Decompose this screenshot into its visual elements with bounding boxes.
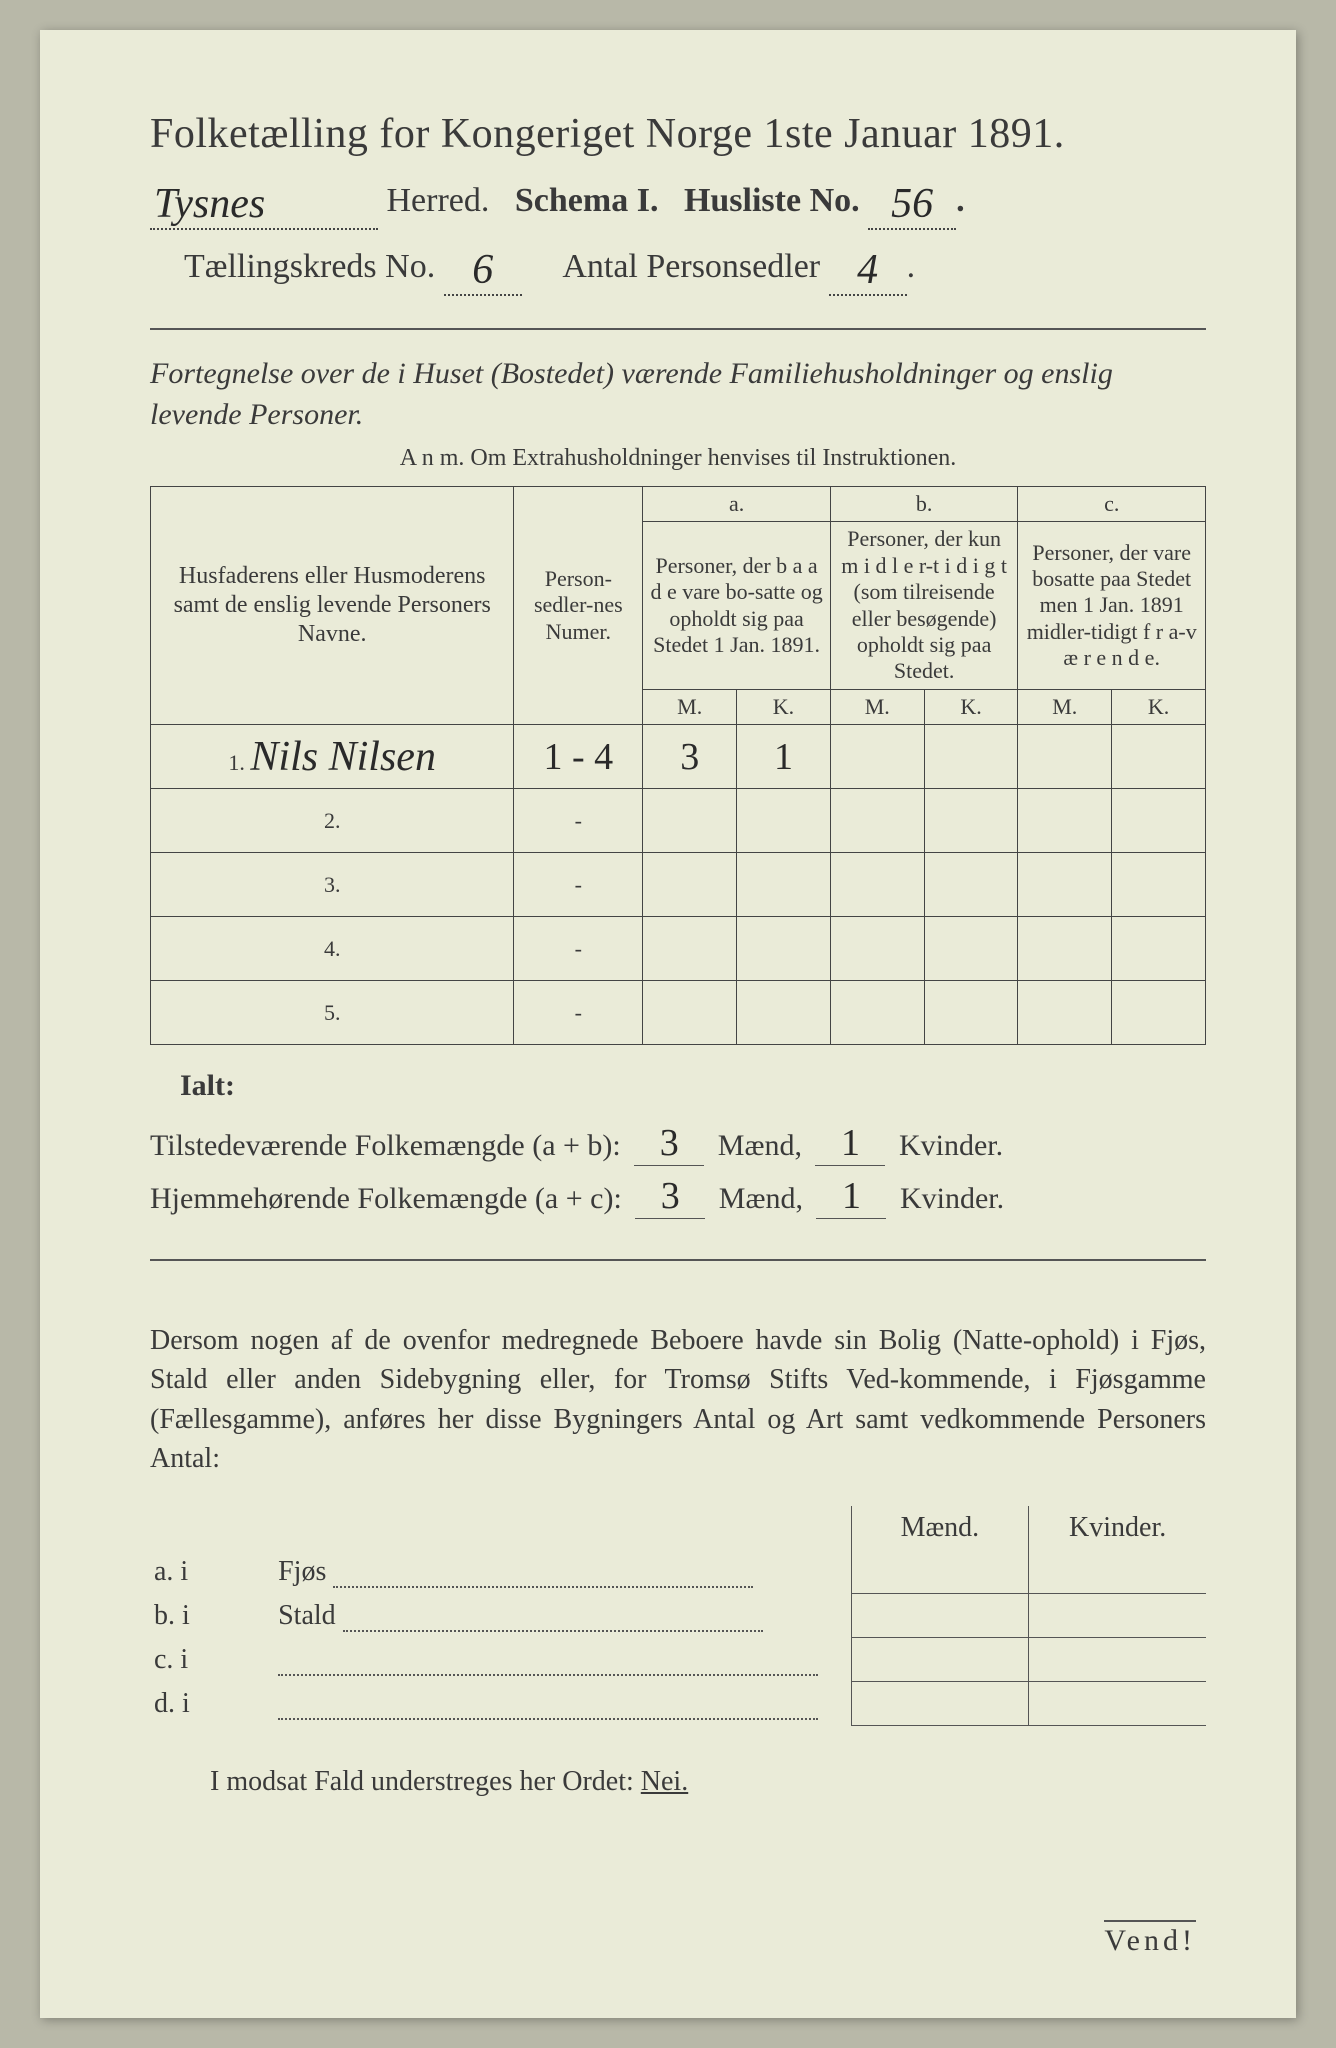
row-num: 3. — [324, 872, 341, 897]
divider — [150, 328, 1206, 330]
th-c-tag: c. — [1018, 487, 1206, 522]
kreds-label: Tællingskreds No. — [184, 248, 435, 285]
th-c-m: M. — [1018, 689, 1112, 724]
sum1-k: 1 — [815, 1121, 885, 1166]
bt-maend: Mænd. — [851, 1506, 1029, 1550]
cell: - — [514, 981, 643, 1045]
sum-line-1: Tilstedeværende Folkemængde (a + b): 3 M… — [150, 1121, 1206, 1166]
cell: - — [514, 917, 643, 981]
nei-line: I modsat Fald understreges her Ordet: Ne… — [210, 1766, 1206, 1798]
th-b-tag: b. — [830, 487, 1018, 522]
dots-icon — [333, 1558, 753, 1588]
building-table: Mænd. Kvinder. a. i Fjøs b. i Stald c. i… — [150, 1506, 1206, 1727]
th-b-m: M. — [830, 689, 924, 724]
th-name: Husfaderens eller Husmoderens samt de en… — [151, 487, 514, 725]
header-line-3: Tællingskreds No. 6 Antal Personsedler 4… — [150, 246, 1206, 296]
table-row: 2. - — [151, 789, 1206, 853]
cell: 1 — [774, 736, 793, 778]
bt-row: a. i Fjøs — [150, 1550, 1206, 1594]
th-a: Personer, der b a a d e vare bo-satte og… — [643, 522, 831, 689]
census-table: Husfaderens eller Husmoderens samt de en… — [150, 486, 1206, 1045]
bt-tag: b. i — [150, 1594, 274, 1638]
bt-row: b. i Stald — [150, 1594, 1206, 1638]
note-paragraph: Dersom nogen af de ovenfor medregnede Be… — [150, 1321, 1206, 1478]
census-form-page: Folketælling for Kongeriget Norge 1ste J… — [40, 30, 1296, 2018]
sum1-kvinder: Kvinder. — [899, 1129, 1003, 1162]
sum2-kvinder: Kvinder. — [900, 1182, 1004, 1215]
husliste-label: Husliste No. — [684, 182, 860, 219]
th-a-tag: a. — [643, 487, 831, 522]
sum2-maend: Mænd, — [719, 1182, 803, 1215]
th-c-k: K. — [1112, 689, 1206, 724]
table-row: 3. - — [151, 853, 1206, 917]
th-num: Person-sedler-nes Numer. — [514, 487, 643, 725]
sum1-m: 3 — [634, 1121, 704, 1166]
dots-icon — [343, 1602, 763, 1632]
cell: - — [514, 853, 643, 917]
cell: 1 - 4 — [544, 736, 614, 778]
kreds-value: 6 — [444, 246, 522, 296]
row-num: 5. — [324, 1000, 341, 1025]
th-b-k: K. — [924, 689, 1018, 724]
sum-line-2: Hjemmehørende Folkemængde (a + c): 3 Mæn… — [150, 1174, 1206, 1219]
sum2-m: 3 — [635, 1174, 705, 1219]
herred-label: Herred. — [387, 182, 490, 219]
bt-kvinder: Kvinder. — [1029, 1506, 1206, 1550]
dots-icon — [278, 1646, 818, 1676]
antal-value: 4 — [829, 246, 907, 296]
row-num: 1. — [228, 750, 245, 775]
bt-label: Stald — [278, 1600, 336, 1631]
bt-row: d. i — [150, 1682, 1206, 1726]
ialt-label: Ialt: — [180, 1069, 1206, 1103]
anm-note: A n m. Om Extrahusholdninger henvises ti… — [150, 445, 1206, 472]
herred-value: Tysnes — [150, 180, 378, 230]
sum1-label: Tilstedeværende Folkemængde (a + b): — [150, 1129, 621, 1162]
bt-tag: d. i — [150, 1682, 274, 1726]
cell: 3 — [680, 736, 699, 778]
sum1-maend: Mænd, — [718, 1129, 802, 1162]
table-row: 1. Nils Nilsen 1 - 4 3 1 — [151, 725, 1206, 789]
header-line-2: Tysnes Herred. Schema I. Husliste No. 56… — [150, 180, 1206, 230]
husliste-value: 56 — [868, 180, 956, 230]
page-title: Folketælling for Kongeriget Norge 1ste J… — [150, 110, 1206, 158]
vend-label: Vend! — [1104, 1920, 1196, 1958]
bt-label: Fjøs — [278, 1556, 326, 1587]
bt-tag: c. i — [150, 1638, 274, 1682]
antal-label: Antal Personsedler — [562, 248, 820, 285]
subheading: Fortegnelse over de i Huset (Bostedet) v… — [150, 354, 1206, 435]
th-a-m: M. — [643, 689, 737, 724]
row-num: 2. — [324, 808, 341, 833]
nei-word: Nei. — [641, 1766, 688, 1797]
schema-label: Schema I. — [515, 182, 659, 219]
nei-label: I modsat Fald understreges her Ordet: — [210, 1766, 634, 1797]
sum2-label: Hjemmehørende Folkemængde (a + c): — [150, 1182, 622, 1215]
cell: - — [514, 789, 643, 853]
divider-2 — [150, 1259, 1206, 1261]
bt-tag: a. i — [150, 1550, 274, 1594]
th-a-k: K. — [737, 689, 831, 724]
table-row: 5. - — [151, 981, 1206, 1045]
bt-row: c. i — [150, 1638, 1206, 1682]
th-c: Personer, der vare bosatte paa Stedet me… — [1018, 522, 1206, 689]
row-num: 4. — [324, 936, 341, 961]
dots-icon — [278, 1690, 818, 1720]
th-b: Personer, der kun m i d l e r-t i d i g … — [830, 522, 1018, 689]
table-row: 4. - — [151, 917, 1206, 981]
row-name: Nils Nilsen — [250, 734, 436, 780]
sum2-k: 1 — [816, 1174, 886, 1219]
